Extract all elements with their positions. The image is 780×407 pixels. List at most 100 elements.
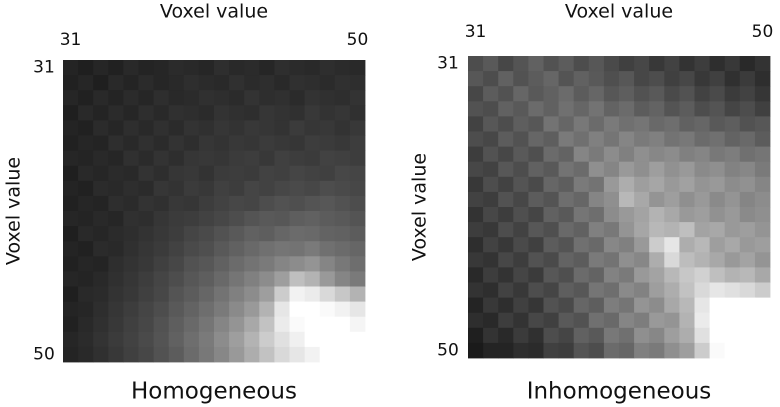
x-tick-label: 31: [60, 30, 82, 50]
heatmap-cell: [649, 222, 665, 238]
heatmap-cell: [498, 86, 514, 102]
heatmap-cell: [334, 211, 351, 227]
heatmap-cell: [123, 135, 139, 151]
heatmap-cell: [304, 241, 321, 257]
heatmap-cell: [78, 286, 94, 302]
heatmap-cell: [183, 226, 200, 242]
heatmap-cell: [739, 161, 756, 178]
heatmap-cell: [679, 101, 695, 117]
heatmap-cell: [664, 101, 680, 117]
heatmap-cell: [649, 342, 665, 359]
heatmap-cell: [244, 135, 260, 151]
heatmap-cell: [229, 180, 245, 197]
heatmap-cell: [498, 327, 514, 344]
heatmap-cell: [214, 165, 230, 182]
heatmap-cell: [634, 312, 650, 329]
heatmap-cell: [603, 282, 620, 298]
heatmap-cell: [123, 331, 139, 348]
heatmap-cell: [229, 195, 245, 212]
heatmap-cell: [198, 241, 215, 257]
heatmap-cell: [468, 342, 484, 359]
heatmap-cell: [123, 165, 139, 182]
heatmap-cell: [558, 282, 575, 298]
heatmap-cell: [498, 312, 514, 329]
heatmap-cell: [709, 282, 726, 298]
heatmap-cell: [93, 286, 109, 302]
heatmap-cell: [543, 86, 559, 102]
heatmap-cell: [513, 56, 529, 72]
heatmap-cell: [694, 131, 710, 147]
heatmap-cell: [334, 241, 351, 257]
heatmap-cell: [168, 180, 185, 197]
heatmap-cell: [349, 90, 366, 106]
heatmap-cell: [543, 191, 559, 208]
heatmap-cell: [634, 131, 650, 147]
heatmap-cell: [573, 116, 590, 132]
heatmap-cell: [108, 316, 124, 333]
heatmap-cell: [319, 120, 336, 136]
heatmap-cell: [709, 297, 726, 314]
heatmap-cell: [694, 56, 710, 72]
heatmap-cell: [634, 252, 650, 268]
heatmap-cell: [513, 312, 529, 329]
heatmap-cell: [588, 131, 605, 147]
heatmap-cell: [679, 222, 695, 238]
heatmap-cell: [558, 146, 575, 163]
heatmap-cell: [528, 297, 544, 314]
heatmap-cell: [649, 86, 665, 102]
heatmap-cell: [739, 282, 756, 298]
heatmap-cell: [63, 271, 79, 287]
heatmap-cell: [558, 161, 575, 178]
heatmap-cell: [244, 211, 260, 227]
heatmap-cell: [289, 241, 305, 257]
heatmap-cell: [153, 346, 170, 363]
heatmap-cell: [543, 131, 559, 147]
heatmap-cell: [724, 237, 741, 253]
heatmap-cell: [694, 176, 710, 193]
heatmap-cell: [108, 241, 124, 257]
heatmap-cell: [259, 316, 275, 333]
heatmap-cell: [123, 150, 139, 167]
heatmap-cell: [138, 211, 154, 227]
heatmap-cell: [724, 116, 741, 132]
heatmap-cell: [349, 286, 366, 302]
heatmap-cell: [513, 191, 529, 208]
heatmap-cell: [123, 271, 139, 287]
heatmap-cell: [259, 165, 275, 182]
y-tick-label: 50: [33, 344, 55, 364]
heatmap-cell: [153, 211, 170, 227]
heatmap-cell: [543, 116, 559, 132]
heatmap-cell: [558, 116, 575, 132]
heatmap-cell: [108, 256, 124, 272]
heatmap-cell: [754, 176, 771, 193]
heatmap-cell: [498, 222, 514, 238]
heatmap-cell: [694, 237, 710, 253]
heatmap-cell: [168, 120, 185, 136]
heatmap-cell: [543, 327, 559, 344]
heatmap-cell: [498, 116, 514, 132]
x-tick-label: 50: [752, 22, 774, 42]
heatmap-cell: [754, 237, 771, 253]
heatmap-cell: [289, 286, 305, 302]
heatmap-cell: [694, 161, 710, 178]
heatmap-cell: [168, 75, 185, 91]
heatmap-cell: [573, 176, 590, 193]
heatmap-cell: [349, 271, 366, 287]
heatmap-cell: [123, 211, 139, 227]
heatmap-cell: [649, 176, 665, 193]
heatmap-cell: [739, 312, 756, 329]
heatmap-cell: [528, 282, 544, 298]
heatmap-cell: [498, 237, 514, 253]
heatmap-cell: [619, 297, 635, 314]
heatmap-cell: [153, 316, 170, 333]
heatmap-cell: [543, 101, 559, 117]
heatmap-cell: [334, 271, 351, 287]
heatmap-cell: [153, 241, 170, 257]
x-tick-label: 31: [465, 22, 487, 42]
heatmap-cell: [588, 86, 605, 102]
heatmap-cell: [483, 312, 499, 329]
heatmap-cell: [259, 105, 275, 121]
heatmap-cell: [528, 116, 544, 132]
heatmap-cell: [78, 75, 94, 91]
heatmap-cell: [709, 86, 726, 102]
